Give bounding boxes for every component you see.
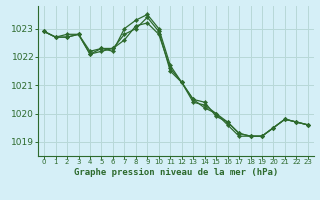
X-axis label: Graphe pression niveau de la mer (hPa): Graphe pression niveau de la mer (hPa) xyxy=(74,168,278,177)
